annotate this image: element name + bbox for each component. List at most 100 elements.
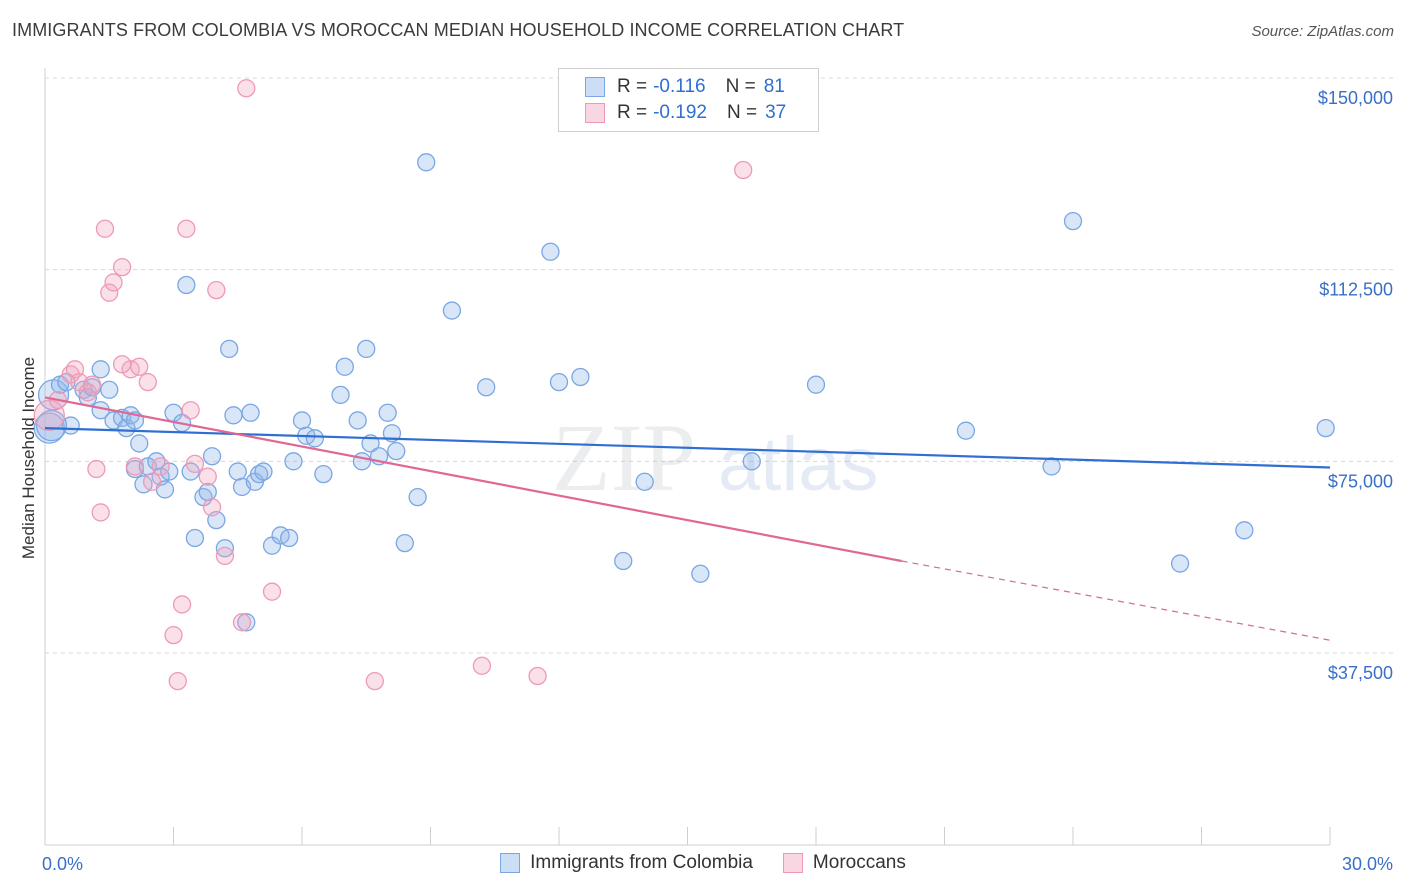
- moroccans-point: [181, 401, 200, 420]
- colombia-point: [228, 462, 247, 481]
- colombia-point: [352, 452, 372, 471]
- colombia-point: [378, 403, 397, 422]
- tick-labels: $37,500 $75,000 $112,500 $150,000 0.0% 30.0%: [42, 88, 1393, 874]
- moroccans-point: [168, 671, 187, 691]
- colombia-point: [220, 339, 239, 359]
- series-label-colombia: Immigrants from Colombia: [530, 852, 753, 873]
- moroccans-point: [472, 656, 492, 675]
- legend-r-value: -0.192: [653, 102, 707, 123]
- colombia-point: [956, 421, 976, 440]
- moroccans-point: [164, 625, 183, 645]
- moroccans-point: [130, 357, 149, 376]
- legend-n-label: N =: [725, 76, 756, 97]
- colombia-point: [477, 378, 496, 397]
- colombia-point: [177, 275, 196, 295]
- moroccans-point: [172, 595, 192, 614]
- colombia-point: [237, 613, 256, 632]
- colombia-point: [1063, 211, 1083, 231]
- colombia-point: [348, 411, 367, 430]
- colombia-point: [635, 472, 654, 491]
- moroccans-point: [91, 503, 110, 522]
- moroccans-point: [100, 283, 119, 302]
- moroccans-point: [237, 79, 256, 98]
- y-tick-label: $75,000: [1328, 471, 1393, 491]
- colombia-point: [1235, 521, 1254, 540]
- moroccans-point: [104, 273, 123, 292]
- source-label: Source: ZipAtlas.com: [1251, 23, 1394, 40]
- moroccans-point: [198, 467, 217, 486]
- colombia-point: [571, 367, 590, 387]
- colombia-point: [331, 385, 350, 405]
- series-swatch-colombia: [500, 853, 521, 873]
- colombia-point: [160, 462, 179, 481]
- legend-row-colombia: R = -0.116 N = 81: [585, 74, 785, 100]
- series-legend-moroccans: Moroccans: [782, 852, 906, 874]
- colombia-point: [408, 487, 427, 507]
- axes: [44, 68, 1331, 846]
- legend-n-label: N =: [726, 102, 758, 123]
- moroccans-trend-extension: [901, 560, 1331, 641]
- moroccans-point: [215, 546, 235, 566]
- moroccans-point: [125, 457, 145, 476]
- colombia-point: [241, 403, 260, 422]
- colombia-point: [305, 429, 325, 448]
- legend-row-moroccans: R = -0.192 N = 37: [585, 100, 786, 126]
- colombia-point: [395, 533, 414, 553]
- y-tick-label: $37,500: [1328, 663, 1393, 683]
- colombia-point: [35, 409, 68, 442]
- moroccans-point: [202, 498, 222, 517]
- colombia-point: [357, 339, 376, 359]
- colombia-point: [185, 528, 205, 548]
- moroccans-point: [365, 671, 384, 691]
- moroccans-point: [138, 372, 157, 392]
- watermark-zip: ZIP: [552, 404, 696, 511]
- legend-r-value: -0.116: [653, 76, 706, 97]
- colombia-point: [1316, 418, 1335, 438]
- x-tick-label-end: 30.0%: [1342, 854, 1393, 874]
- colombia-point: [198, 482, 217, 502]
- moroccans-point: [112, 355, 132, 374]
- legend-n-value: 37: [765, 102, 787, 123]
- series-swatch-moroccans: [782, 853, 803, 873]
- moroccans-point: [185, 454, 205, 474]
- moroccans-point: [177, 219, 196, 238]
- colombia-point: [417, 153, 436, 172]
- trend-lines: [44, 396, 1331, 641]
- colombia-point: [91, 360, 110, 379]
- watermark-atlas: atlas: [718, 422, 879, 507]
- series-legend-colombia: Immigrants from Colombia: [500, 852, 753, 874]
- moroccans-point: [142, 472, 162, 491]
- colombia-point: [541, 242, 560, 261]
- legend-swatch-moroccans: [585, 103, 605, 123]
- colombia-point: [279, 528, 299, 548]
- moroccans-point: [528, 666, 547, 686]
- colombia-point: [742, 452, 761, 471]
- legend-swatch-colombia: [585, 77, 605, 97]
- colombia-point: [1042, 457, 1061, 476]
- moroccans-point: [82, 375, 102, 394]
- chart-title: IMMIGRANTS FROM COLOMBIA VS MOROCCAN MED…: [12, 20, 905, 40]
- moroccans-point: [207, 280, 226, 300]
- moroccans-point: [262, 582, 282, 601]
- colombia-point: [202, 447, 222, 466]
- colombia-point: [284, 452, 303, 471]
- colombia-point: [691, 564, 710, 583]
- colombia-trend-line: [44, 427, 1331, 469]
- colombia-point: [614, 551, 633, 571]
- moroccans-trend-line: [44, 396, 902, 563]
- legend-r-label: R =: [617, 76, 648, 97]
- colombia-point: [382, 424, 402, 443]
- correlation-legend: R = -0.116 N = 81 R = -0.192 N = 37: [558, 68, 819, 132]
- colombia-point: [215, 539, 235, 558]
- colombia-point: [100, 380, 119, 399]
- colombia-point: [549, 372, 569, 392]
- series-legend: Immigrants from Colombia Moroccans: [0, 852, 1406, 874]
- colombia-point: [292, 411, 312, 430]
- moroccans-point: [151, 457, 170, 476]
- data-points: [33, 79, 1335, 691]
- y-tick-label: $150,000: [1318, 88, 1393, 108]
- colombia-point: [335, 357, 354, 376]
- colombia-point: [254, 462, 273, 481]
- legend-r-label: R =: [617, 102, 648, 123]
